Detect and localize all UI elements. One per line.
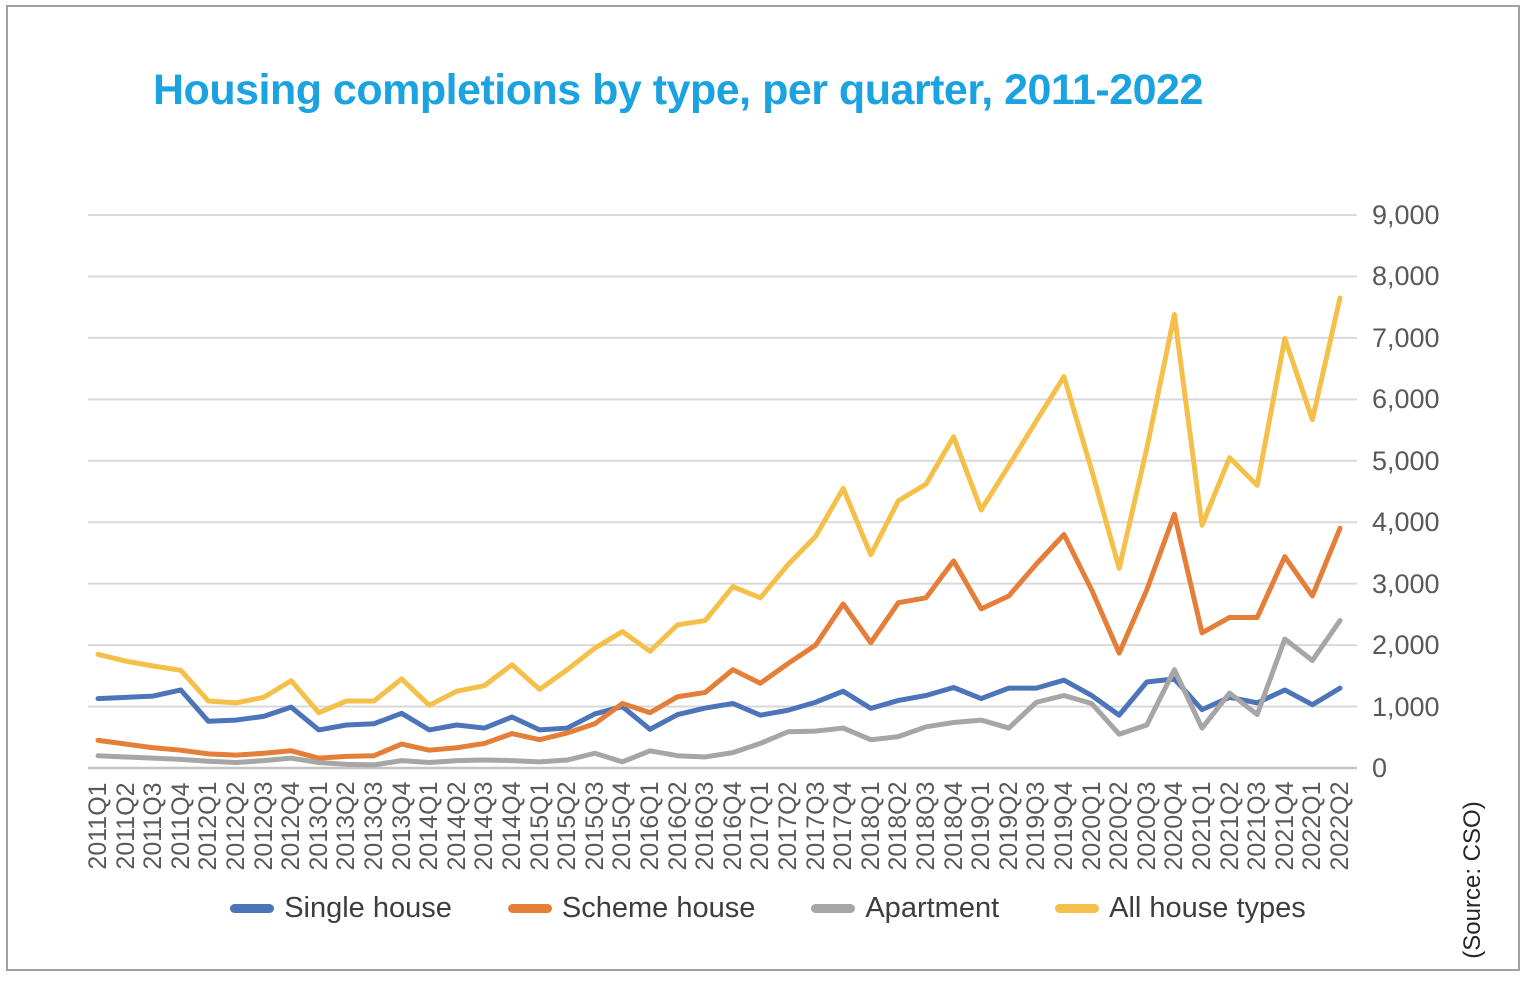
x-tick-label: 2017Q2 bbox=[774, 781, 802, 871]
x-tick-label: 2020Q3 bbox=[1132, 781, 1161, 871]
x-tick-label: 2018Q3 bbox=[912, 781, 940, 871]
y-tick-label: 1,000 bbox=[1372, 691, 1440, 722]
legend-item-scheme-house: Scheme house bbox=[507, 891, 756, 925]
x-tick-label: 2019Q3 bbox=[1022, 781, 1051, 871]
x-tick-label: 2022Q1 bbox=[1298, 781, 1327, 871]
legend-item-all-house-types: All house types bbox=[1055, 892, 1306, 925]
legend-item-apartment: Apartment bbox=[811, 892, 999, 925]
chart-legend: Single house Scheme house Apartment All hou… bbox=[0, 888, 1536, 928]
x-tick-label: 2013Q3 bbox=[360, 781, 388, 871]
x-tick-label: 2012Q4 bbox=[277, 781, 306, 871]
x-tick-label: 2012Q3 bbox=[249, 781, 278, 871]
x-tick-label: 2015Q3 bbox=[580, 781, 609, 871]
x-tick-label: 2020Q4 bbox=[1160, 781, 1189, 871]
x-tick-label: 2018Q1 bbox=[856, 781, 885, 871]
x-tick-label: 2014Q3 bbox=[470, 781, 499, 871]
x-tick-label: 2017Q3 bbox=[801, 781, 830, 871]
legend-item-single-house: Single house bbox=[230, 892, 452, 925]
series-line-single-house bbox=[95, 676, 1343, 733]
y-tick-label: 2,000 bbox=[1372, 630, 1440, 661]
legend-swatch bbox=[230, 903, 275, 913]
x-tick-label: 2022Q2 bbox=[1326, 781, 1354, 871]
x-tick-label: 2021Q4 bbox=[1270, 781, 1299, 871]
x-tick-label: 2011Q3 bbox=[139, 782, 168, 870]
x-tick-label: 2014Q4 bbox=[498, 781, 526, 871]
legend-label: Single house bbox=[284, 891, 452, 924]
series-line-all-house-types bbox=[95, 295, 1343, 716]
x-tick-label: 2013Q1 bbox=[304, 781, 333, 871]
legend-swatch bbox=[1055, 903, 1100, 913]
y-tick-label: 4,000 bbox=[1372, 507, 1440, 538]
x-tick-label: 2013Q2 bbox=[332, 781, 361, 871]
x-tick-label: 2019Q1 bbox=[967, 781, 996, 871]
y-tick-label: 9,000 bbox=[1372, 200, 1440, 230]
legend-label: All house types bbox=[1109, 891, 1306, 924]
x-tick-label: 2016Q1 bbox=[636, 781, 664, 871]
x-tick-label: 2016Q2 bbox=[663, 781, 692, 871]
x-tick-label: 2021Q3 bbox=[1243, 781, 1272, 871]
x-tick-label: 2020Q2 bbox=[1105, 781, 1134, 871]
x-tick-label: 2019Q4 bbox=[1050, 781, 1078, 871]
x-tick-label: 2015Q2 bbox=[553, 781, 582, 871]
series-line-apartment bbox=[95, 618, 1343, 768]
x-tick-label: 2018Q4 bbox=[939, 781, 968, 871]
x-tick-label: 2016Q3 bbox=[691, 781, 720, 871]
series-line-scheme-house bbox=[95, 511, 1343, 761]
x-tick-label: 2011Q2 bbox=[111, 782, 140, 870]
y-tick-label: 7,000 bbox=[1372, 322, 1440, 353]
legend-swatch bbox=[811, 903, 856, 913]
x-tick-label: 2012Q1 bbox=[194, 781, 223, 871]
x-tick-label: 2015Q4 bbox=[608, 781, 637, 871]
x-tick-label: 2011Q4 bbox=[166, 782, 195, 870]
x-tick-label: 2016Q4 bbox=[718, 781, 747, 871]
y-tick-label: 6,000 bbox=[1372, 384, 1440, 415]
x-tick-label: 2014Q2 bbox=[442, 781, 471, 871]
y-tick-label: 0 bbox=[1372, 753, 1388, 783]
x-tick-label: 2011Q1 bbox=[84, 782, 112, 870]
source-note: (Source: CSO) bbox=[1459, 801, 1486, 959]
x-tick-label: 2013Q4 bbox=[387, 781, 416, 871]
chart-title: Housing completions by type, per quarter… bbox=[153, 66, 1203, 114]
x-tick-label: 2018Q2 bbox=[884, 781, 913, 871]
x-tick-label: 2017Q4 bbox=[829, 781, 858, 871]
y-tick-label: 3,000 bbox=[1372, 568, 1440, 599]
x-tick-label: 2021Q1 bbox=[1188, 781, 1216, 871]
x-tick-label: 2021Q2 bbox=[1215, 781, 1244, 871]
x-tick-label: 2014Q1 bbox=[415, 781, 444, 871]
x-tick-label: 2017Q1 bbox=[746, 781, 775, 871]
x-tick-label: 2020Q1 bbox=[1077, 781, 1106, 871]
legend-label: Apartment bbox=[865, 891, 1000, 924]
x-tick-label: 2015Q1 bbox=[525, 781, 554, 871]
legend-label: Scheme house bbox=[561, 891, 756, 924]
y-tick-label: 8,000 bbox=[1372, 261, 1440, 292]
x-tick-label: 2019Q2 bbox=[994, 781, 1023, 871]
x-tick-label: 2012Q2 bbox=[222, 781, 250, 871]
y-tick-label: 5,000 bbox=[1372, 445, 1440, 476]
legend-swatch bbox=[507, 903, 552, 913]
